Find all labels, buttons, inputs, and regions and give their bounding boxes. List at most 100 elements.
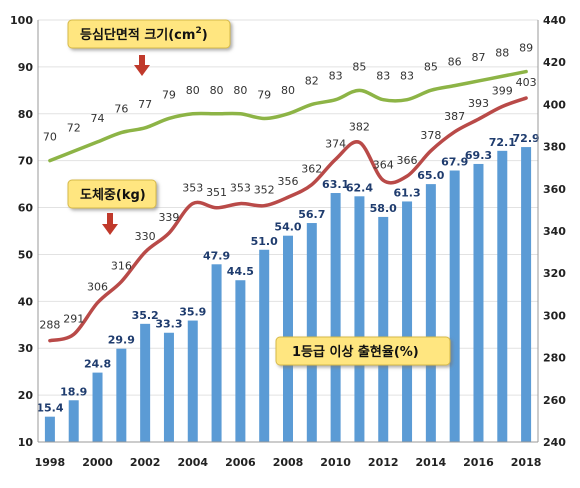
bar-value-label: 15.4 <box>36 402 63 415</box>
bar <box>354 196 365 442</box>
weight-callout-box <box>67 179 157 209</box>
bar <box>92 372 103 442</box>
carcass-weight-value-label: 353 <box>230 182 251 195</box>
left-tick-label: 60 <box>18 202 34 215</box>
carcass-weight-value-label: 362 <box>301 163 322 176</box>
carcass-weight-value-label: 387 <box>444 110 465 123</box>
area-size-value-label: 74 <box>91 112 105 125</box>
right-tick-label: 440 <box>543 14 566 27</box>
carcass-weight-value-label: 403 <box>516 76 537 89</box>
bar <box>497 150 508 442</box>
right-tick-label: 360 <box>543 183 566 196</box>
right-tick-label: 340 <box>543 225 566 238</box>
x-tick-label: 2010 <box>320 456 351 469</box>
carcass-weight-value-label: 330 <box>135 230 156 243</box>
bar <box>235 280 246 442</box>
bar-value-label: 61.3 <box>393 186 420 199</box>
area-size-value-label: 80 <box>233 84 247 97</box>
x-tick-label: 2012 <box>368 456 399 469</box>
bar <box>473 163 484 442</box>
carcass-weight-value-label: 382 <box>349 120 370 133</box>
bar <box>306 223 317 442</box>
bar-value-label: 63.1 <box>322 178 349 191</box>
bar-value-label: 56.7 <box>298 208 325 221</box>
carcass-weight-value-label: 316 <box>111 260 132 273</box>
bar-value-label: 44.5 <box>227 265 254 278</box>
area-size-value-label: 88 <box>495 46 509 59</box>
area-size-value-label: 80 <box>281 84 295 97</box>
bar <box>425 184 436 442</box>
bar <box>68 400 79 442</box>
bar <box>140 323 151 442</box>
x-tick-label: 2006 <box>225 456 256 469</box>
bar <box>187 320 198 442</box>
area-size-value-label: 80 <box>210 84 224 97</box>
left-tick-label: 70 <box>18 155 34 168</box>
bar <box>378 216 389 442</box>
bar-value-label: 33.3 <box>155 318 182 331</box>
bar-value-label: 35.2 <box>132 309 159 322</box>
rate-callout: 1등급 이상 출현율(%) <box>275 336 451 366</box>
carcass-weight-value-label: 399 <box>492 85 513 98</box>
left-tick-label: 100 <box>10 14 33 27</box>
carcass-weight-value-label: 291 <box>63 312 84 325</box>
x-tick-label: 2018 <box>511 456 542 469</box>
right-tick-label: 300 <box>543 309 566 322</box>
area-size-value-label: 87 <box>471 51 485 64</box>
carcass-weight-value-label: 288 <box>39 319 60 332</box>
carcass-weight-value-label: 378 <box>420 129 441 142</box>
area-size-line <box>48 69 528 163</box>
bar-value-label: 29.9 <box>108 334 135 347</box>
bar <box>259 249 270 442</box>
area-size-value-label: 79 <box>162 88 176 101</box>
bar-value-label: 51.0 <box>251 235 278 248</box>
rate-callout-label: 1등급 이상 출현율(%) <box>292 344 419 360</box>
area-size-value-label: 76 <box>114 103 128 116</box>
right-tick-label: 420 <box>543 56 566 69</box>
area-callout: 등심단면적 크기(cm2) <box>67 19 231 49</box>
carcass-weight-value-label: 364 <box>373 158 394 171</box>
weight-callout-arrow <box>102 213 118 235</box>
bar-value-label: 35.9 <box>179 306 206 319</box>
area-size-value-label: 77 <box>138 98 152 111</box>
bar <box>211 264 222 442</box>
area-size-value-label: 83 <box>329 70 343 83</box>
right-tick-label: 260 <box>543 394 566 407</box>
area-size-value-label: 85 <box>424 60 438 73</box>
area-size-value-label: 82 <box>305 74 319 87</box>
line-series <box>48 69 528 343</box>
x-tick-label: 2008 <box>273 456 304 469</box>
left-tick-label: 90 <box>18 61 34 74</box>
carcass-weight-value-label: 352 <box>254 184 275 197</box>
right-tick-label: 240 <box>543 436 566 449</box>
area-size-value-label: 80 <box>186 84 200 97</box>
bar-value-label: 62.4 <box>346 181 373 194</box>
right-tick-label: 380 <box>543 141 566 154</box>
x-tick-label: 1998 <box>35 456 66 469</box>
bar-value-label: 69.3 <box>465 149 492 162</box>
bar-value-label: 67.9 <box>441 156 468 169</box>
carcass-weight-value-label: 393 <box>468 97 489 110</box>
left-tick-label: 20 <box>18 389 34 402</box>
data-labels: 15.4 18.9 24.8 29.9 35.233.335.9 47.9 44.5 51.0… <box>36 42 539 415</box>
carcass-weight-value-label: 366 <box>397 154 418 167</box>
bar <box>116 348 127 442</box>
bar-value-label: 65.0 <box>417 169 444 182</box>
area-size-value-label: 83 <box>376 70 390 83</box>
area-size-value-label: 70 <box>43 131 57 144</box>
left-tick-label: 80 <box>18 108 34 121</box>
left-tick-label: 40 <box>18 295 34 308</box>
carcass-weight-value-label: 353 <box>182 182 203 195</box>
bar <box>330 193 341 442</box>
bar-value-label: 72.1 <box>489 136 516 149</box>
right-tick-label: 280 <box>543 352 566 365</box>
left-tick-label: 10 <box>18 436 34 449</box>
area-size-value-label: 83 <box>400 70 414 83</box>
bar-value-label: 58.0 <box>370 202 397 215</box>
area-size-value-label: 72 <box>67 121 81 134</box>
area-size-value-label: 89 <box>519 42 533 55</box>
bar <box>44 416 55 442</box>
carcass-weight-line <box>48 96 528 343</box>
